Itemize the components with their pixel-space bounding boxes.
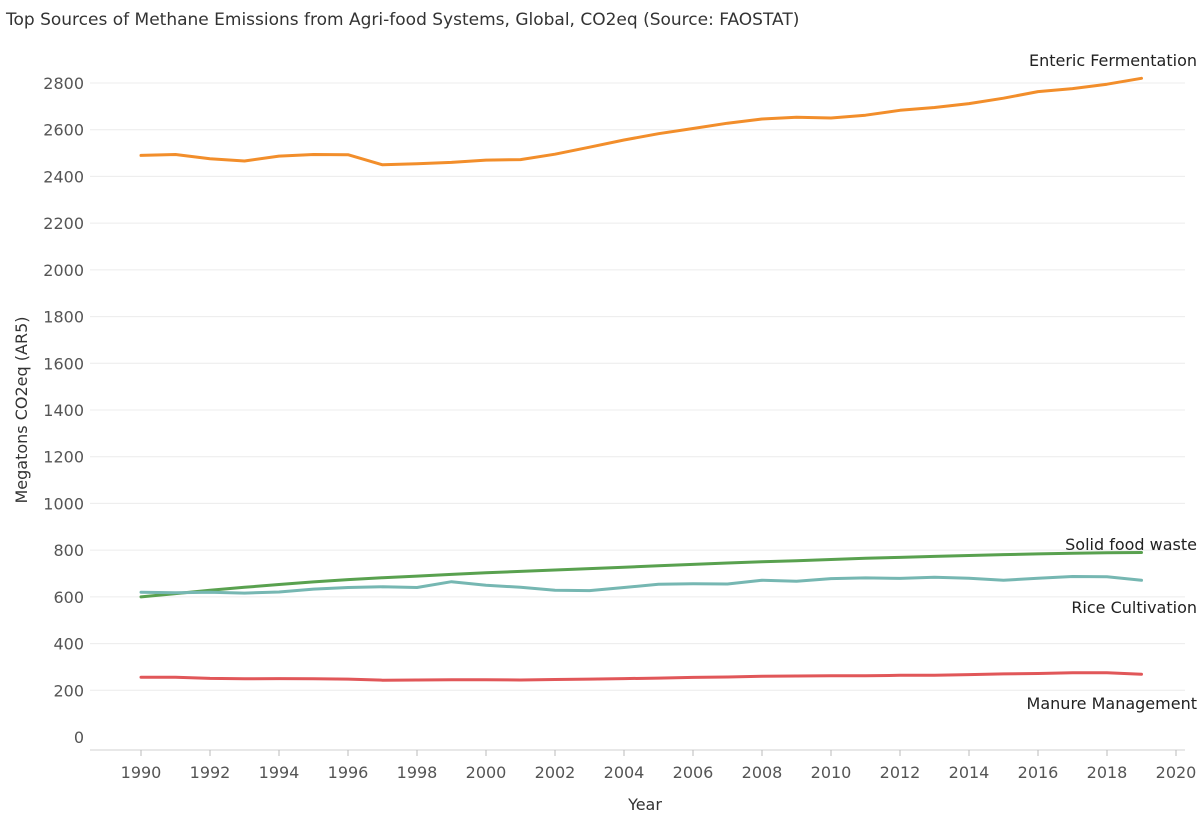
x-tick-label: 2014	[949, 763, 990, 782]
series-label-enteric-fermentation: Enteric Fermentation	[1029, 51, 1197, 70]
series-line-solid-food-waste	[139, 551, 1143, 599]
y-tick-label: 400	[53, 635, 84, 654]
y-tick-label: 2600	[43, 121, 84, 140]
y-tick-label: 800	[53, 541, 84, 560]
x-tick-label: 2020	[1156, 763, 1197, 782]
y-tick-label: 1600	[43, 354, 84, 373]
x-tick-label: 2008	[742, 763, 783, 782]
chart-title: Top Sources of Methane Emissions from Ag…	[6, 10, 800, 30]
x-axis-title: Year	[627, 795, 662, 814]
y-tick-label: 1400	[43, 401, 84, 420]
gridlines	[90, 82, 1185, 691]
y-tick-label: 2000	[43, 261, 84, 280]
x-tick-label: 1990	[121, 763, 162, 782]
x-tick-label: 2004	[604, 763, 645, 782]
series-line-manure-management	[139, 671, 1143, 682]
y-tick-label: 1200	[43, 448, 84, 467]
y-axis-title: Megatons CO2eq (AR5)	[12, 317, 31, 504]
x-tick-label: 1996	[328, 763, 369, 782]
y-tick-label: 0	[74, 728, 84, 747]
series-lines	[139, 76, 1143, 682]
x-tick-label: 2016	[1018, 763, 1059, 782]
series-label-manure-management: Manure Management	[1027, 694, 1197, 713]
y-tick-label: 1000	[43, 494, 84, 513]
axes: 0 200 400 600 800 1000 1200 1400 1600 1800 2000 220…	[43, 74, 1196, 782]
series-line-enteric-fermentation	[139, 76, 1143, 167]
y-tick-label: 2400	[43, 167, 84, 186]
y-tick-label: 600	[53, 588, 84, 607]
y-tick-label: 200	[53, 681, 84, 700]
x-tick-label: 1994	[259, 763, 300, 782]
x-tick-label: 2012	[880, 763, 921, 782]
x-tick-label: 2018	[1087, 763, 1128, 782]
y-tick-label: 1800	[43, 308, 84, 327]
series-line-rice-cultivation	[139, 575, 1143, 595]
x-tick-label: 2006	[673, 763, 714, 782]
y-tick-label: 2800	[43, 74, 84, 93]
x-tick-label: 1998	[397, 763, 438, 782]
x-tick-label: 2000	[466, 763, 507, 782]
x-tick-label: 1992	[190, 763, 231, 782]
x-tick-label: 2002	[535, 763, 576, 782]
x-tick-label: 2010	[811, 763, 852, 782]
series-labels: Enteric Fermentation Solid food waste Rice…	[1027, 51, 1197, 713]
series-label-solid-food-waste: Solid food waste	[1065, 535, 1197, 554]
series-label-rice-cultivation: Rice Cultivation	[1071, 598, 1197, 617]
y-tick-label: 2200	[43, 214, 84, 233]
